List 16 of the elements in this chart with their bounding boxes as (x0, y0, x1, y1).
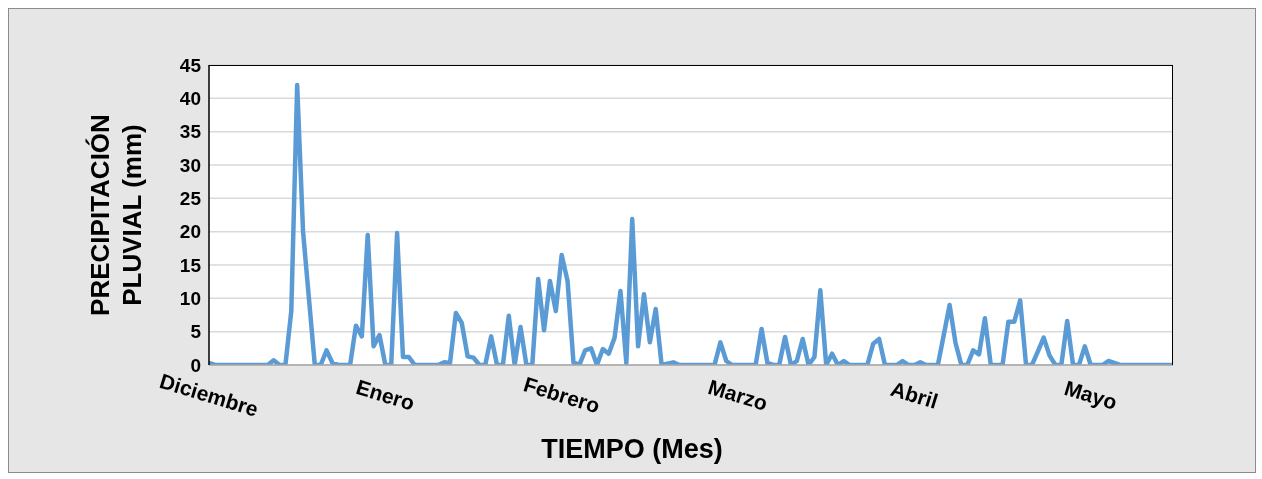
x-tick-label: Marzo (705, 374, 771, 415)
x-tick-label: Mayo (1061, 376, 1120, 414)
y-tick-label: 0 (190, 354, 201, 376)
y-tick-label: 25 (179, 188, 202, 210)
x-tick-label: Abril (888, 376, 941, 413)
y-tick-label: 40 (179, 88, 201, 110)
y-tick-label: 10 (179, 288, 201, 310)
x-axis-title: TIEMPO (Mes) (540, 434, 724, 465)
y-tick-label: 30 (179, 154, 201, 176)
y-tick-label: 45 (179, 54, 202, 76)
y-axis-title: PRECIPITACIÓN PLUVIAL (mm) (84, 113, 148, 318)
y-tick-label: 20 (179, 221, 201, 243)
x-tick-label: Enero (353, 375, 418, 415)
y-tick-label: 15 (179, 254, 202, 276)
y-tick-label: 5 (190, 321, 202, 343)
y-tick-label: 35 (179, 121, 202, 143)
